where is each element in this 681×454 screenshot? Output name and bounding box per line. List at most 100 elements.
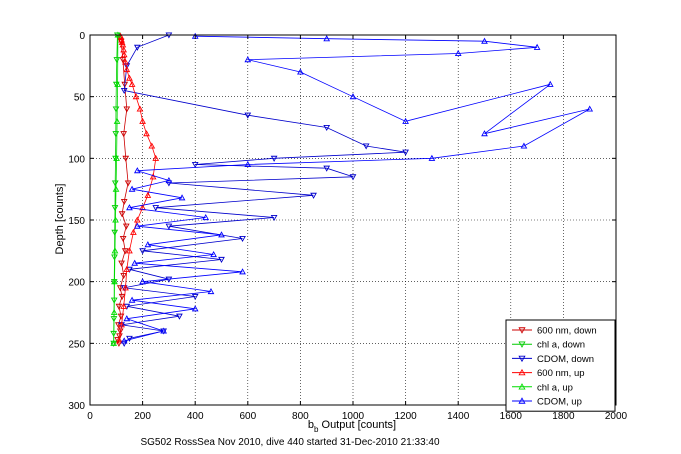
data-point-cdom-up	[533, 43, 541, 50]
data-point-cdom-down	[165, 223, 173, 230]
data-point-chl-a-up	[112, 185, 120, 192]
legend-marker	[518, 341, 526, 348]
data-point-chl-a-down	[111, 180, 119, 187]
data-point-600-nm-down	[120, 198, 128, 206]
data-point-cdom-up	[202, 214, 210, 221]
y-tick-label: 250	[68, 339, 85, 350]
data-point-cdom-down	[123, 63, 131, 70]
data-point-cdom-up	[402, 117, 409, 124]
data-point-cdom-up	[210, 251, 217, 258]
data-point-600-nm-down	[118, 293, 126, 300]
data-point-600-nm-down	[122, 155, 130, 162]
data-point-chl-a-down	[111, 254, 118, 261]
data-point-600-nm-down	[116, 328, 124, 335]
x-tick-label: 2000	[605, 411, 628, 422]
data-point-600-nm-up	[123, 66, 131, 73]
data-point-cdom-up	[546, 80, 554, 87]
x-axis-label: bb Output [counts]	[308, 419, 396, 434]
x-tick-label: 800	[292, 411, 309, 422]
data-point-cdom-up	[123, 315, 131, 322]
data-point-cdom-up	[178, 194, 186, 201]
data-point-cdom-down	[152, 205, 160, 212]
data-point-cdom-up	[520, 142, 528, 149]
data-point-cdom-up	[239, 268, 246, 275]
x-tick-label: 1600	[500, 411, 523, 422]
legend-box	[505, 319, 616, 412]
data-point-600-nm-down	[120, 131, 128, 138]
data-point-cdom-down	[133, 44, 141, 51]
y-tick-label: 50	[74, 93, 86, 104]
data-point-600-nm-up	[118, 321, 125, 328]
data-point-chl-a-up	[112, 216, 119, 223]
data-point-cdom-up	[481, 37, 488, 44]
x-tick-label: 600	[239, 411, 256, 422]
data-point-cdom-up	[428, 154, 436, 161]
y-tick-label: 100	[68, 154, 85, 165]
legend-label: 600 nm, down	[537, 326, 597, 337]
data-point-cdom-up	[126, 204, 133, 211]
data-point-cdom-down	[239, 235, 246, 243]
data-point-cdom-up	[160, 327, 168, 334]
data-point-cdom-down	[362, 143, 370, 150]
legend-label: CDOM, down	[537, 354, 594, 365]
data-point-chl-a-up	[113, 117, 121, 124]
legend-marker	[518, 397, 526, 404]
data-point-600-nm-up	[122, 58, 129, 65]
data-point-600-nm-up	[120, 302, 128, 309]
data-point-600-nm-down	[119, 57, 127, 64]
data-point-cdom-up	[349, 93, 357, 100]
data-point-cdom-up	[244, 56, 252, 63]
data-point-600-nm-down	[120, 272, 128, 280]
data-point-chl-a-up	[113, 154, 120, 161]
legend-item: CDOM, up	[512, 397, 582, 408]
data-point-cdom-down	[120, 340, 128, 347]
legend-marker	[518, 355, 526, 363]
x-tick-label: 1000	[342, 411, 365, 422]
data-point-600-nm-up	[116, 337, 123, 344]
data-point-cdom-down	[165, 180, 173, 187]
data-point-600-nm-up	[123, 265, 131, 272]
data-point-chl-a-up	[114, 80, 121, 87]
data-point-cdom-down	[349, 174, 357, 181]
legend-marker	[518, 327, 526, 334]
legend-item: 600 nm, up	[512, 368, 585, 379]
data-point-cdom-up	[244, 160, 252, 168]
data-point-cdom-up	[323, 35, 331, 42]
data-point-cdom-up	[586, 105, 594, 112]
data-point-600-nm-up	[149, 173, 157, 180]
figure-caption: SG502 RossSea Nov 2010, dive 440 started…	[140, 437, 440, 448]
x-tick-label: 1800	[552, 411, 575, 422]
legend-item: chl a, up	[512, 382, 573, 393]
data-point-600-nm-down	[124, 180, 132, 187]
data-point-600-nm-up	[133, 216, 141, 223]
data-point-600-nm-down	[115, 303, 123, 310]
data-point-600-nm-up	[144, 191, 152, 198]
y-tick-label: 150	[68, 216, 85, 227]
data-point-600-nm-up	[120, 51, 128, 58]
data-point-chl-a-up	[111, 278, 118, 285]
legend-item: CDOM, down	[512, 354, 594, 365]
y-tick-label: 0	[79, 31, 85, 42]
data-point-600-nm-up	[128, 80, 136, 87]
data-point-cdom-down	[126, 335, 133, 342]
y-tick-label: 200	[68, 278, 85, 289]
data-point-600-nm-up	[126, 247, 133, 254]
x-tick-label: 1200	[394, 411, 417, 422]
data-point-chl-a-up	[111, 247, 119, 254]
data-point-cdom-up	[139, 278, 146, 285]
series-line-cdom-up	[124, 35, 590, 342]
data-point-600-nm-down	[116, 285, 124, 292]
data-point-cdom-up	[481, 130, 488, 137]
x-tick-label: 200	[134, 411, 151, 422]
data-point-cdom-down	[270, 215, 278, 222]
data-point-600-nm-up	[130, 228, 137, 235]
data-point-cdom-up	[207, 288, 215, 295]
data-point-cdom-up	[120, 337, 128, 344]
data-point-chl-a-down	[111, 229, 119, 236]
series-group	[110, 31, 594, 347]
data-point-600-nm-down	[118, 260, 125, 267]
data-point-cdom-up	[128, 185, 136, 192]
data-point-cdom-down	[139, 248, 146, 255]
legend-item: 600 nm, down	[512, 326, 597, 337]
